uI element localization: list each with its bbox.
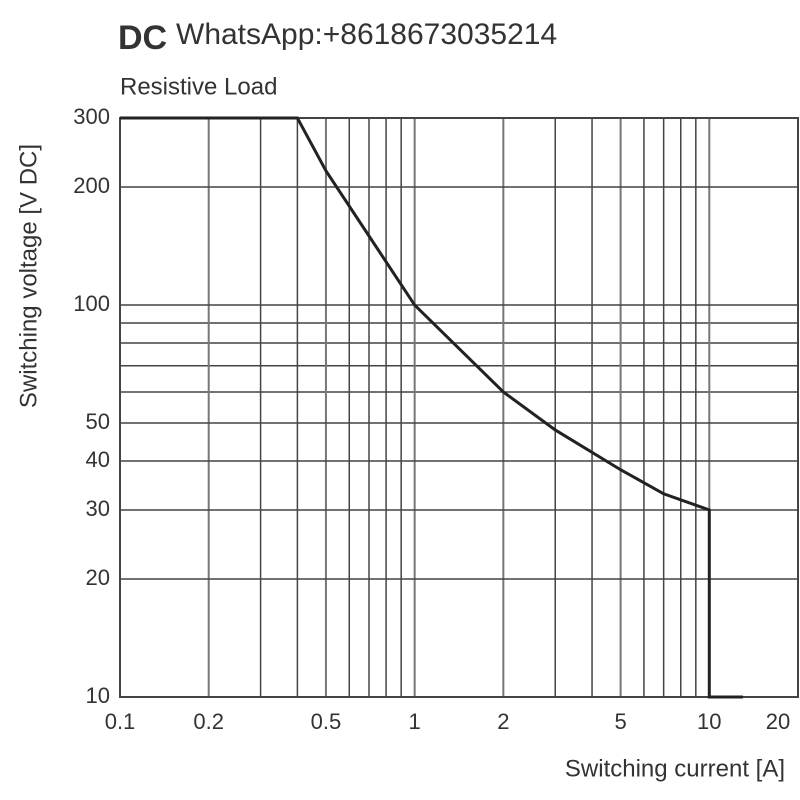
x-tick-label: 0.2 bbox=[193, 709, 224, 734]
y-tick-label: 100 bbox=[73, 291, 110, 316]
x-tick-label: 20 bbox=[766, 709, 790, 734]
watermark: WhatsApp:+8618673035214 bbox=[176, 18, 557, 51]
chart-subtitle: Resistive Load bbox=[120, 73, 277, 100]
y-tick-label: 50 bbox=[86, 409, 110, 434]
x-tick-label: 0.5 bbox=[311, 709, 342, 734]
x-tick-label: 0.1 bbox=[105, 709, 136, 734]
y-tick-label: 40 bbox=[86, 447, 110, 472]
y-tick-label: 30 bbox=[86, 496, 110, 521]
y-tick-label: 10 bbox=[86, 683, 110, 708]
y-tick-label: 300 bbox=[73, 104, 110, 129]
x-tick-label: 1 bbox=[409, 709, 421, 734]
y-axis-label: Switching voltage [V DC] bbox=[15, 144, 42, 408]
plot-frame bbox=[119, 117, 799, 698]
chart-title: DC bbox=[118, 19, 167, 57]
x-tick-label: 2 bbox=[497, 709, 509, 734]
data-line bbox=[120, 116, 743, 699]
y-tick-label: 200 bbox=[73, 173, 110, 198]
y-tick-label: 20 bbox=[86, 565, 110, 590]
x-axis-label: Switching current [A] bbox=[565, 755, 785, 782]
x-tick-label: 5 bbox=[614, 709, 626, 734]
x-tick-label: 10 bbox=[697, 709, 721, 734]
